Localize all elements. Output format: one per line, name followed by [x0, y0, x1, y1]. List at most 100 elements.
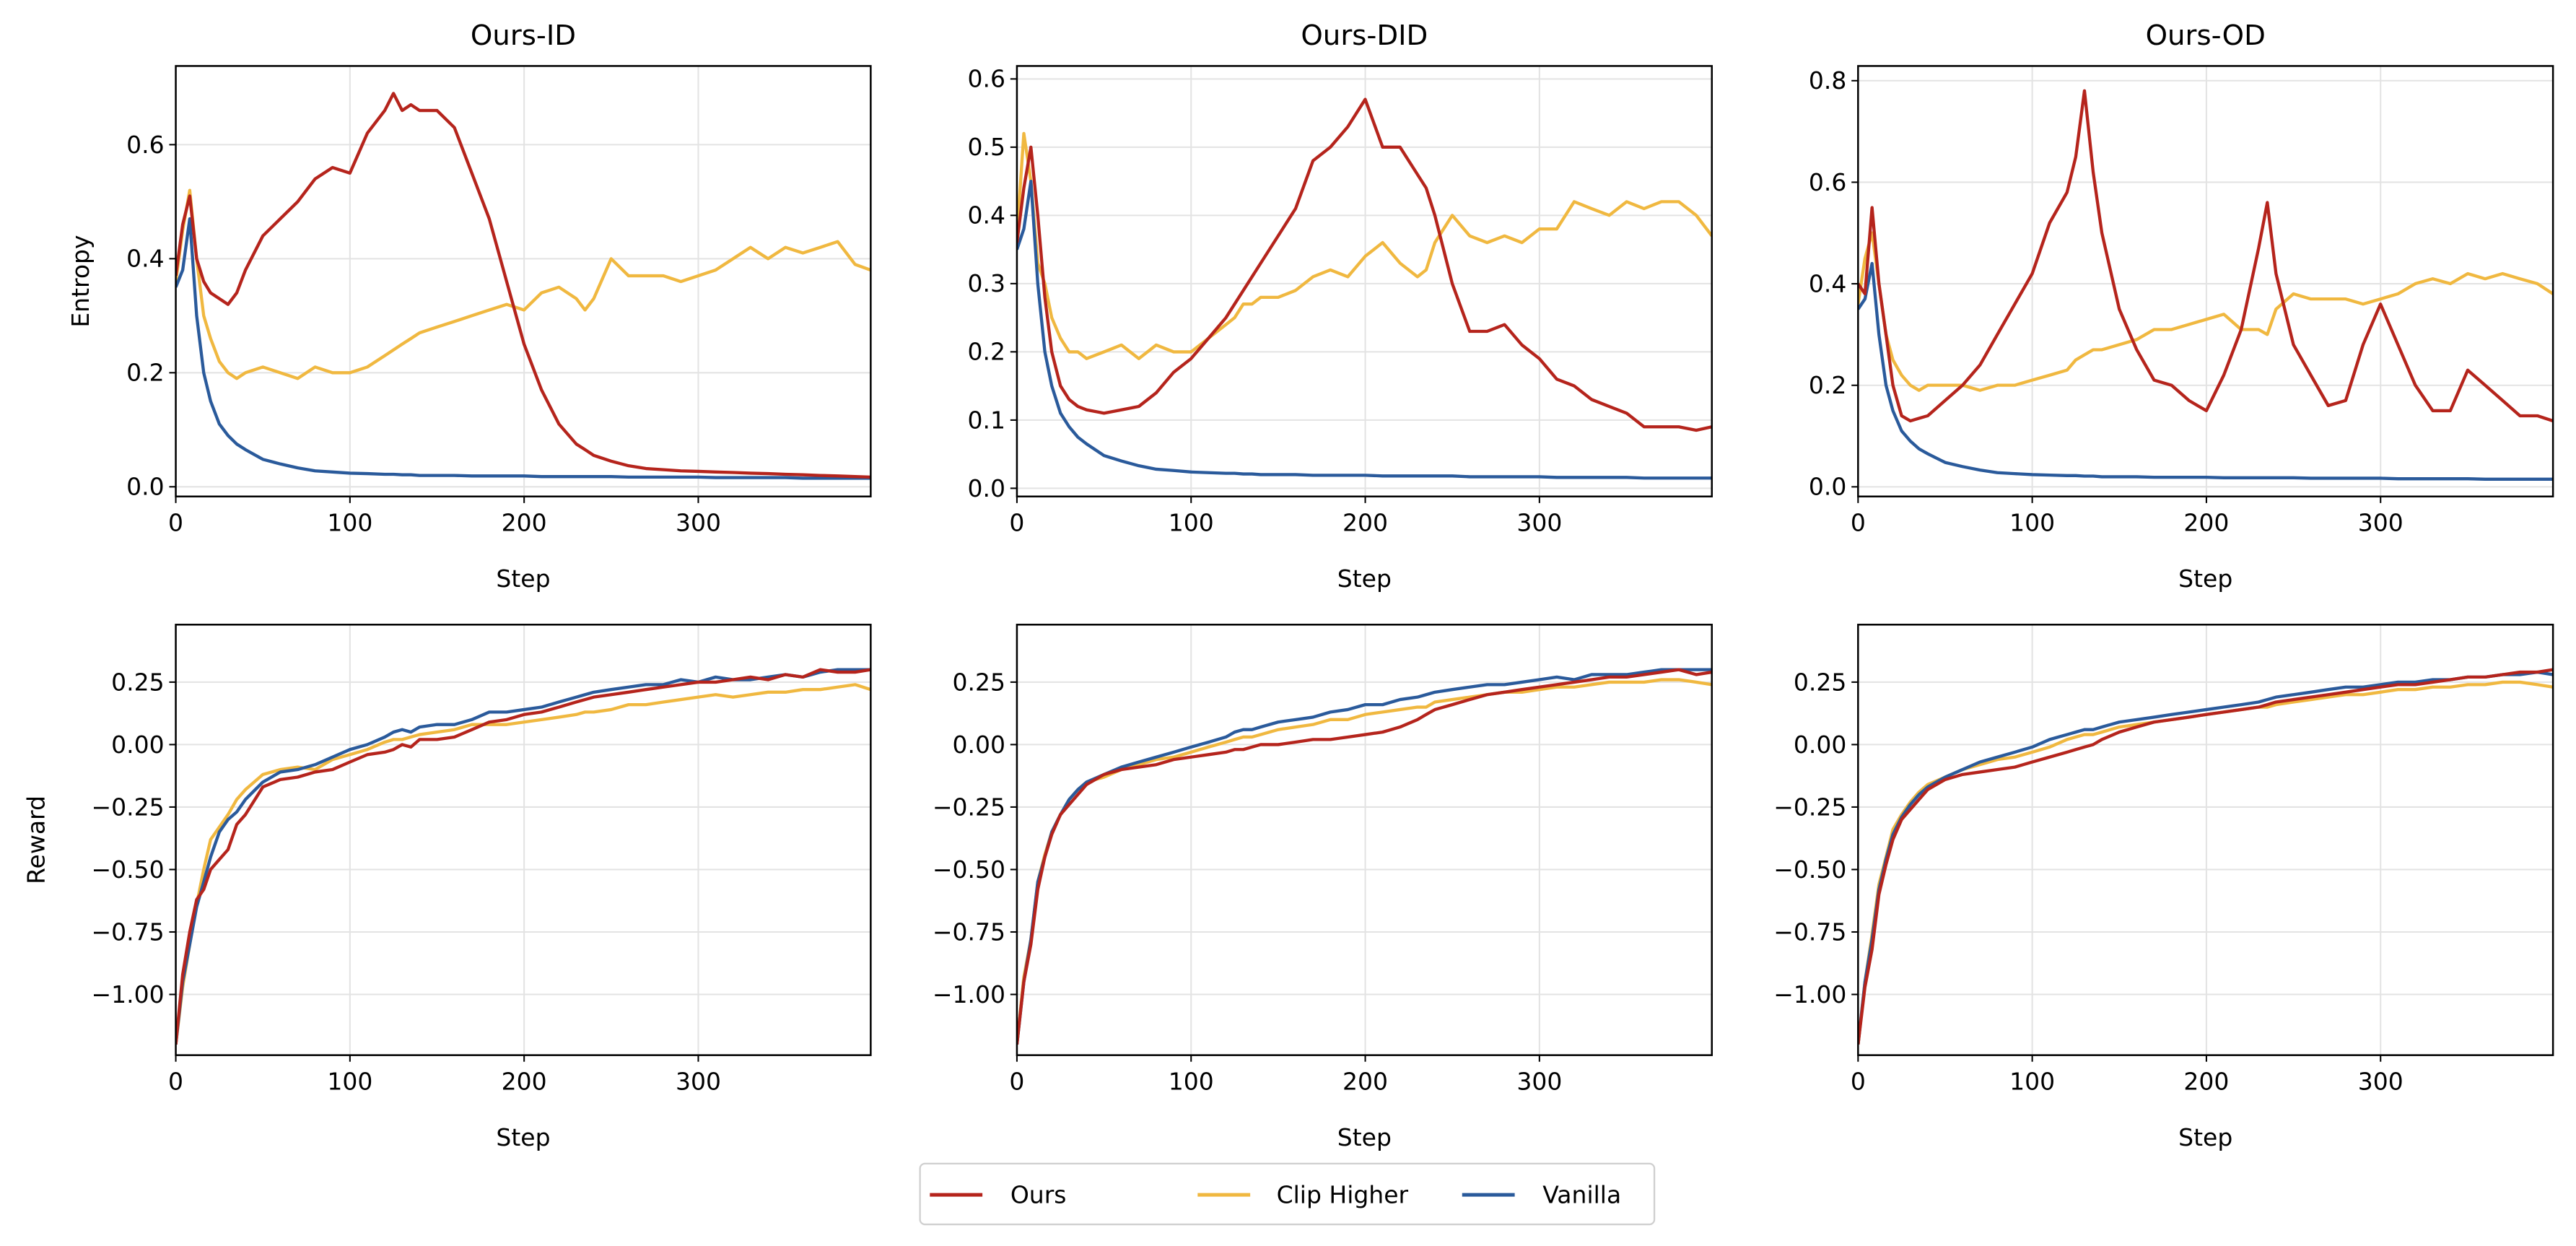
x-tick-label: 100	[327, 1067, 372, 1095]
series-line-clip-higher	[1016, 131, 1712, 360]
x-axis-label: Step	[496, 565, 550, 593]
series-line-clip-higher	[175, 683, 871, 1045]
panel-title: Ours-OD	[2146, 19, 2266, 52]
series-line-vanilla	[1016, 180, 1712, 480]
x-axis-label: Step	[1337, 565, 1392, 593]
legend: Ours Clip Higher Vanilla	[919, 1162, 1656, 1226]
y-tick-label: −0.75	[933, 918, 1005, 946]
y-tick-label: 0.00	[1794, 731, 1846, 759]
series-line-vanilla	[175, 668, 871, 1045]
x-tick-label: 100	[327, 509, 372, 537]
y-tick-label: 0.0	[126, 473, 164, 501]
y-tick-label: 0.2	[126, 359, 164, 387]
y-tick-label: 0.2	[968, 338, 1005, 366]
y-tick-label: −0.25	[933, 793, 1005, 821]
x-tick-label: 300	[676, 509, 721, 537]
y-tick-label: 0.0	[968, 474, 1005, 502]
series-group	[175, 668, 871, 1045]
x-axis-label: Step	[2178, 565, 2232, 593]
x-tick-label: 0	[1851, 509, 1866, 537]
y-tick-label: −1.00	[933, 980, 1005, 1008]
x-tick-label: 300	[2358, 1067, 2403, 1095]
y-tick-label: −1.00	[1773, 980, 1846, 1008]
panel-0: 0 100 200 300 0.0 0.2 0.4 0.6 Ours-ID Step Entropy	[66, 19, 872, 593]
y-tick-label: 0.25	[953, 668, 1005, 696]
axes-frame	[1857, 624, 2554, 1056]
x-tick-label: 200	[502, 509, 547, 537]
series-group	[175, 92, 871, 480]
y-tick-label: −0.75	[91, 918, 164, 946]
series-line-clip-higher	[1858, 680, 2554, 1045]
axes-frame	[175, 65, 872, 497]
y-tick-label: 0.2	[1809, 371, 1846, 399]
legend-frame	[919, 1162, 1656, 1226]
x-tick-label: 300	[2358, 509, 2403, 537]
y-tick-label: 0.4	[126, 245, 164, 273]
x-tick-label: 0	[1009, 1067, 1024, 1095]
y-tick-label: 0.6	[1809, 168, 1846, 196]
series-line-vanilla	[175, 217, 871, 480]
x-tick-label: 200	[2183, 509, 2229, 537]
series-line-clip-higher	[175, 188, 871, 380]
panel-1: 0 100 200 300 0.0 0.1 0.2 0.3 0.4 0.5 0.6 Ours-DID S…	[968, 19, 1713, 593]
y-tick-label: 0.00	[953, 731, 1005, 759]
y-tick-label: −0.75	[1773, 918, 1846, 946]
x-axis-label: Step	[1337, 1123, 1392, 1151]
series-line-vanilla	[1858, 670, 2554, 1045]
legend-label-vanilla: Vanilla	[1542, 1180, 1621, 1208]
y-tick-label: −0.25	[91, 793, 164, 821]
x-tick-label: 100	[2009, 1067, 2055, 1095]
y-tick-label: 0.00	[111, 731, 164, 759]
x-tick-label: 100	[2009, 509, 2055, 537]
y-tick-label: −0.50	[1773, 855, 1846, 884]
panel-3: 0 100 200 300 −1.00 −0.75 −0.50 −0.25 0.00 0.25 St…	[22, 624, 872, 1151]
panel-5: 0 100 200 300 −1.00 −0.75 −0.50 −0.25 0.00 0.25 St…	[1773, 624, 2554, 1151]
x-tick-label: 200	[1342, 509, 1388, 537]
legend-label-ours: Ours	[1010, 1180, 1067, 1208]
y-tick-label: 0.5	[968, 133, 1005, 161]
x-tick-label: 0	[1851, 1067, 1866, 1095]
x-axis-label: Step	[2178, 1123, 2232, 1151]
y-tick-label: 0.6	[126, 131, 164, 159]
series-group	[1858, 668, 2554, 1045]
series-line-ours	[1858, 89, 2554, 423]
y-tick-label: 0.25	[1794, 668, 1846, 696]
x-tick-label: 300	[1516, 1067, 1562, 1095]
axes-frame	[1857, 65, 2554, 497]
x-tick-label: 200	[502, 1067, 547, 1095]
y-tick-label: 0.3	[968, 269, 1005, 297]
x-tick-label: 0	[168, 509, 183, 537]
x-axis-label: Step	[496, 1123, 550, 1151]
x-tick-label: 300	[676, 1067, 721, 1095]
x-tick-label: 300	[1516, 509, 1562, 537]
series-line-ours	[1016, 668, 1712, 1045]
series-line-ours	[1858, 668, 2554, 1045]
axes-frame	[1016, 65, 1713, 497]
series-line-ours	[1016, 97, 1712, 432]
x-tick-label: 100	[1169, 1067, 1214, 1095]
series-group	[1016, 668, 1712, 1045]
y-tick-label: 0.0	[1809, 473, 1846, 501]
x-tick-label: 0	[168, 1067, 183, 1095]
axes-frame	[175, 624, 872, 1056]
panel-4: 0 100 200 300 −1.00 −0.75 −0.50 −0.25 0.00 0.25 St…	[933, 624, 1713, 1151]
y-tick-label: 0.8	[1809, 66, 1846, 95]
series-line-vanilla	[1016, 668, 1712, 1045]
y-tick-label: 0.6	[968, 65, 1005, 93]
series-line-clip-higher	[1858, 231, 2554, 392]
y-tick-label: 0.1	[968, 406, 1005, 434]
y-tick-label: 0.4	[968, 201, 1005, 230]
y-tick-label: −0.50	[933, 855, 1005, 884]
y-tick-label: 0.4	[1809, 269, 1846, 297]
legend-label-clip-higher: Clip Higher	[1277, 1180, 1409, 1208]
y-tick-label: −0.50	[91, 855, 164, 884]
panels: 0 100 200 300 0.0 0.2 0.4 0.6 Ours-ID Step Entropy…	[22, 19, 2554, 1151]
panel-title: Ours-ID	[471, 19, 576, 52]
axes-frame	[1016, 624, 1713, 1056]
panel-title: Ours-DID	[1301, 19, 1428, 52]
series-line-ours	[175, 668, 871, 1045]
panel-2: 0 100 200 300 0.0 0.2 0.4 0.6 0.8 Ours-OD Step	[1809, 19, 2554, 593]
y-tick-label: −0.25	[1773, 793, 1846, 821]
y-axis-label: Entropy	[66, 235, 95, 327]
